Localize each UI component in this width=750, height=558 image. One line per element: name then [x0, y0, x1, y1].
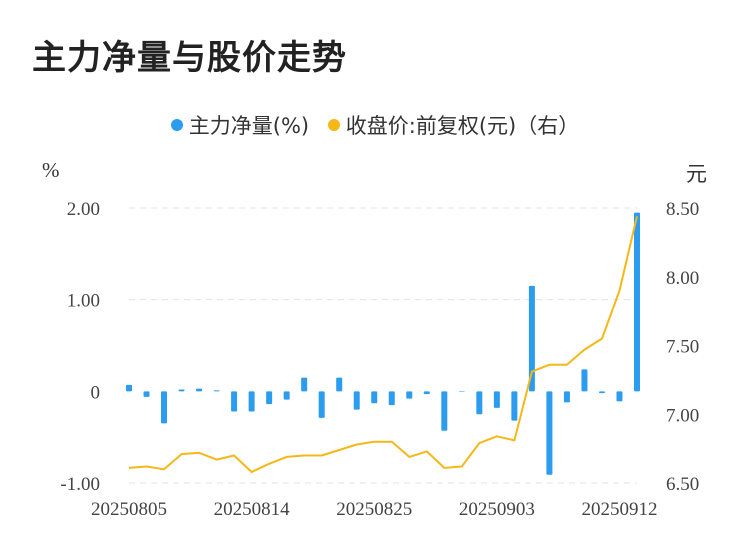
- right-tick-label: 8.50: [666, 199, 699, 220]
- bar: [528, 285, 535, 392]
- bar: [353, 391, 360, 410]
- bar: [476, 391, 483, 415]
- x-tick-label: 20250825: [336, 499, 412, 520]
- left-tick-label: -1.00: [60, 474, 100, 495]
- bar: [143, 391, 150, 397]
- legend-dot-price: [327, 119, 340, 131]
- x-tick-label: 20250814: [214, 499, 291, 520]
- legend-item-net-flow[interactable]: 主力净量(%): [170, 110, 310, 140]
- left-axis-unit: %: [42, 158, 60, 182]
- bar: [336, 377, 343, 392]
- bar: [371, 391, 378, 404]
- price-line: [128, 216, 638, 473]
- left-tick-label: 0: [91, 382, 101, 403]
- left-tick-label: 1.00: [67, 291, 100, 312]
- bar: [563, 391, 570, 403]
- right-tick-label: 7.50: [666, 337, 699, 358]
- left-tick-label: 2.00: [67, 199, 100, 220]
- x-tick-label: 20250805: [91, 499, 167, 520]
- bar: [301, 377, 308, 392]
- bar: [266, 391, 273, 405]
- x-tick-label: 20250912: [581, 499, 657, 520]
- bar: [318, 391, 325, 418]
- bar: [546, 391, 553, 475]
- legend: 主力净量(%) 收盘价:前复权(元)（右）: [0, 110, 750, 140]
- bar: [581, 369, 588, 392]
- bar: [493, 391, 500, 408]
- bar: [196, 388, 203, 392]
- bar: [598, 391, 605, 394]
- bar: [283, 391, 290, 400]
- right-tick-label: 6.50: [666, 474, 699, 495]
- bar: [213, 390, 220, 392]
- legend-label-net-flow: 主力净量(%): [188, 114, 310, 138]
- bar: [248, 391, 255, 412]
- bar: [458, 391, 465, 392]
- bar: [388, 391, 395, 406]
- bar: [231, 391, 238, 412]
- right-axis-unit: 元: [686, 162, 707, 186]
- bar: [616, 391, 623, 402]
- bar: [634, 212, 640, 392]
- legend-label-price: 收盘价:前复权(元)（右）: [345, 114, 580, 138]
- bar: [441, 391, 448, 431]
- right-tick-label: 7.00: [666, 405, 699, 426]
- x-tick-label: 20250903: [459, 499, 535, 520]
- bar: [126, 384, 132, 392]
- legend-dot-net-flow: [170, 119, 183, 131]
- bar: [511, 391, 518, 421]
- legend-item-price[interactable]: 收盘价:前复权(元)（右）: [327, 110, 580, 140]
- bar: [178, 389, 185, 392]
- bar: [406, 391, 413, 399]
- bar: [423, 391, 430, 395]
- bar: [161, 391, 168, 424]
- right-tick-label: 8.00: [666, 268, 699, 289]
- chart-title: 主力净量与股价走势: [32, 38, 347, 78]
